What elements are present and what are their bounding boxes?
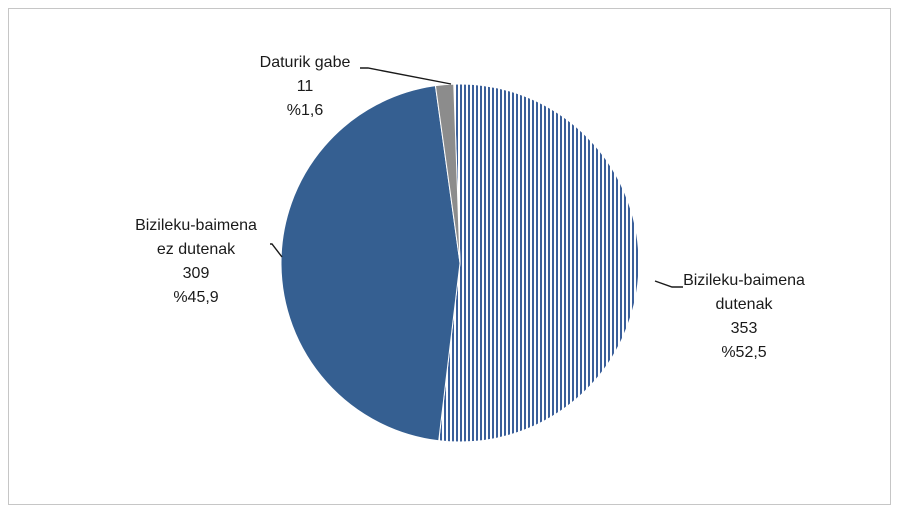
slice-bizileku-baimena-ez-dutenak-leader-line xyxy=(270,243,283,258)
slice-bizileku-baimena-ez-dutenak-data-label: Bizileku-baimena ez dutenak 309 %45,9 xyxy=(135,217,257,306)
slice-bizileku-baimena-dutenak-leader-line xyxy=(654,280,683,288)
slice-bizileku-baimena-dutenak-data-label: Bizileku-baimena dutenak 353 %52,5 xyxy=(683,272,805,361)
slice-bizileku-baimena-ez-dutenak xyxy=(280,85,461,442)
slice-daturik-gabe-data-label: Daturik gabe 11 %1,6 xyxy=(260,54,351,119)
slice-bizileku-baimena-dutenak xyxy=(438,83,640,443)
slice-daturik-gabe xyxy=(434,83,461,264)
slice-daturik-gabe-leader-line xyxy=(360,67,452,85)
